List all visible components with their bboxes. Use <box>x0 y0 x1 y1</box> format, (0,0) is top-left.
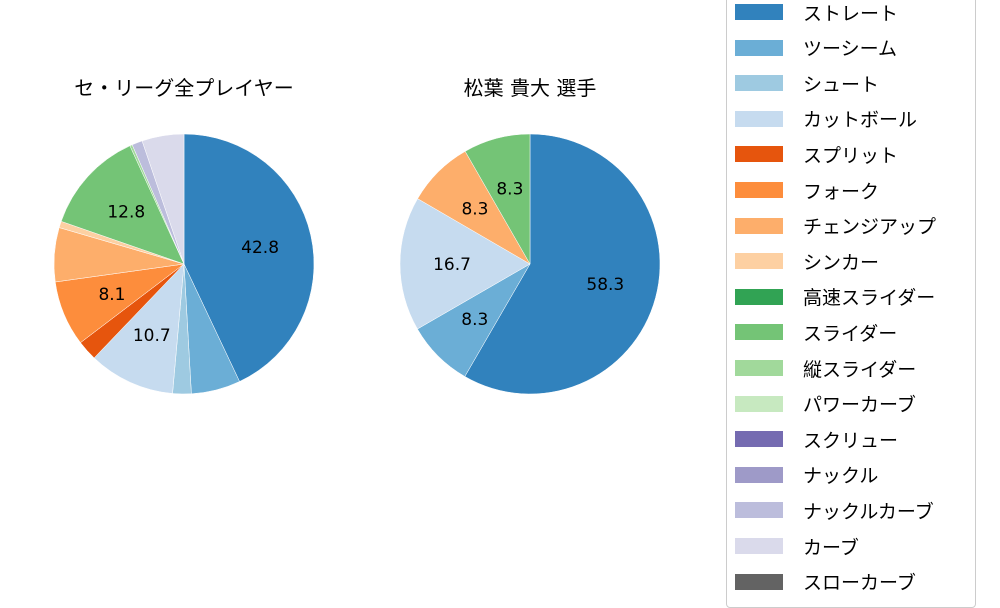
legend-label: スプリット <box>803 144 899 167</box>
pie-value-label: 10.7 <box>133 326 171 346</box>
legend-item: スローカーブ <box>735 570 916 594</box>
pie-value-label: 42.8 <box>241 238 279 258</box>
legend: ストレートツーシームシュートカットボール スプリットフォークチェンジアップ シンカー… <box>726 0 976 608</box>
legend-swatch <box>735 502 783 519</box>
legend-label: カットボール <box>803 109 918 132</box>
legend-item: チェンジアップ <box>735 214 936 238</box>
pie-slice <box>464 133 661 395</box>
legend-label: ナックルカーブ <box>803 500 934 523</box>
legend-swatch <box>735 217 783 234</box>
legend-label: スクリュー <box>803 429 899 452</box>
legend-item: ツーシーム <box>735 36 897 60</box>
legend-item: 高速スライダー <box>735 285 935 309</box>
legend-swatch <box>735 573 783 590</box>
legend-item: ナックルカーブ <box>735 498 934 523</box>
legend-label: 縦スライダー <box>803 358 917 381</box>
legend-swatch <box>735 538 783 554</box>
pie-chart-player: 58.3 8.3 16.7 8.3 8.3 <box>399 133 661 395</box>
pie-slice <box>60 145 185 265</box>
legend-label: スローカーブ <box>803 572 916 595</box>
legend-label: チェンジアップ <box>803 216 937 239</box>
legend-item: ストレート <box>735 0 899 25</box>
legend-swatch <box>735 110 783 127</box>
pie-value-label: 8.3 <box>461 310 488 330</box>
legend-item: カーブ <box>735 534 859 559</box>
pie-value-label: 8.1 <box>98 285 125 305</box>
legend-item: フォーク <box>735 178 880 203</box>
legend-swatch <box>735 4 783 20</box>
chart-title-player: 松葉 貴大 選手 <box>463 76 597 100</box>
legend-item: シュート <box>735 71 880 96</box>
legend-item: カットボール <box>735 107 917 131</box>
legend-swatch <box>735 466 783 483</box>
pie-value-label: 58.3 <box>586 275 624 295</box>
legend-swatch <box>735 431 783 448</box>
legend-item: 縦スライダー <box>735 356 917 381</box>
legend-item: シンカー <box>735 249 880 274</box>
legend-swatch <box>735 288 783 305</box>
legend-swatch <box>735 324 783 341</box>
legend-label: ナックル <box>803 465 879 488</box>
legend-swatch <box>735 182 783 198</box>
legend-swatch <box>735 146 783 163</box>
pie-slice <box>93 263 185 394</box>
legend-swatch <box>735 253 783 270</box>
chart-title-league: セ・リーグ全プレイヤー <box>74 76 294 100</box>
legend-label: シンカー <box>803 251 880 274</box>
pie-slice <box>464 133 531 265</box>
pie-value-label: 8.3 <box>496 180 523 200</box>
legend-label: フォーク <box>803 180 880 203</box>
legend-label: カーブ <box>803 536 859 559</box>
legend-item: スライダー <box>735 320 898 345</box>
legend-swatch <box>735 395 783 412</box>
legend-label: パワーカーブ <box>803 394 916 417</box>
legend-swatch <box>735 360 783 376</box>
legend-label: スライダー <box>803 322 898 345</box>
legend-label: ストレート <box>803 2 899 25</box>
legend-label: 高速スライダー <box>803 287 936 310</box>
pie-slice <box>141 133 185 265</box>
legend-item: スクリュー <box>735 427 899 452</box>
pie-slice <box>399 198 531 330</box>
pie-slice <box>183 133 315 382</box>
legend-swatch <box>735 75 783 92</box>
legend-item: パワーカーブ <box>735 392 916 416</box>
pie-value-label: 16.7 <box>433 255 471 275</box>
legend-item: スプリット <box>735 142 899 167</box>
legend-swatch <box>735 39 783 56</box>
legend-label: ツーシーム <box>803 38 898 61</box>
legend-item: ナックル <box>735 463 878 487</box>
pie-value-label: 8.3 <box>461 200 488 220</box>
pie-chart-league: 42.8 10.7 8.1 12.8 <box>53 133 315 395</box>
legend-label: シュート <box>803 73 880 96</box>
pie-value-label: 12.8 <box>107 203 145 223</box>
